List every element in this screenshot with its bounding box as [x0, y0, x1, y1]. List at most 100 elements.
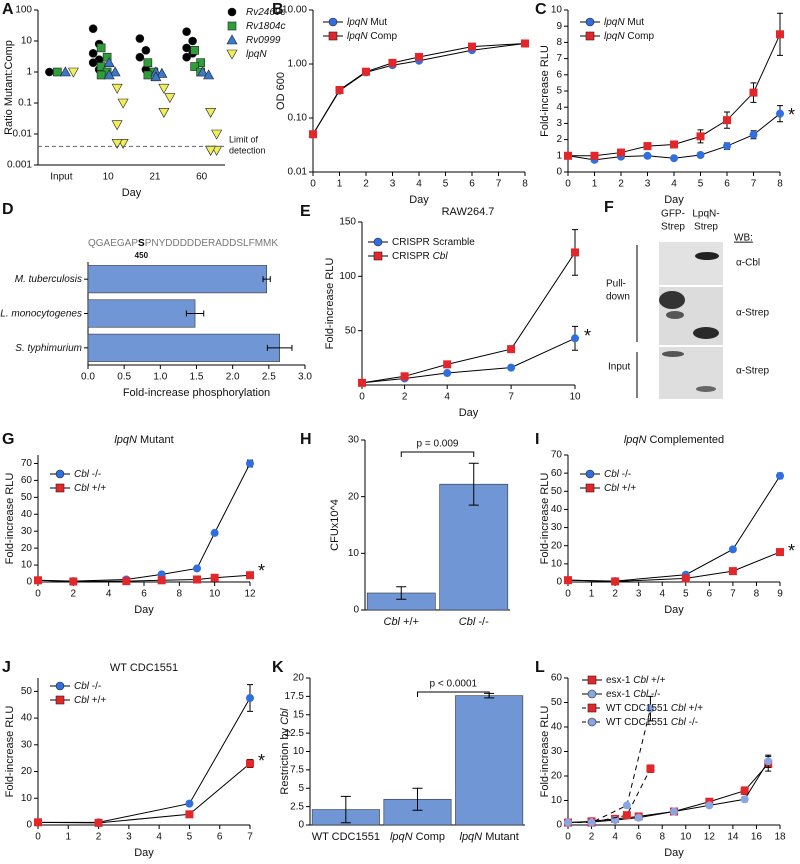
marker	[182, 52, 191, 62]
marker	[646, 764, 655, 773]
x-tick-label: 0	[359, 392, 365, 403]
error-bar	[396, 586, 407, 600]
marker	[246, 571, 254, 580]
comparison-bracket	[417, 691, 490, 697]
bar	[87, 333, 280, 362]
marker	[210, 573, 219, 582]
blot-band	[666, 311, 684, 319]
x-tick-label: 2	[618, 179, 624, 190]
marker	[571, 248, 579, 257]
marker	[190, 62, 199, 71]
y-tick-label: 0.10	[288, 113, 308, 124]
x-tick-label: 2	[71, 589, 77, 600]
x-tick-label: 7	[247, 832, 253, 843]
sequence-part: QGAEGAP	[88, 238, 138, 249]
reference-label: detection	[229, 146, 266, 156]
panel-letter: B	[272, 1, 284, 18]
comparison-label: p = 0.009	[417, 439, 459, 450]
y-axis-label: OD 600	[275, 72, 287, 110]
marker	[622, 801, 631, 810]
marker	[34, 818, 42, 827]
x-tick-label: 0	[35, 832, 41, 843]
legend-marker	[373, 237, 383, 247]
x-tick-label: 7	[496, 179, 502, 190]
panel-letter: L	[535, 659, 545, 676]
lane-label: Strep	[694, 222, 718, 233]
marker	[246, 694, 254, 703]
legend-marker	[55, 695, 65, 705]
y-tick-label: 60	[551, 468, 563, 479]
legend-label: Cbl +/+	[604, 483, 636, 494]
series-line	[568, 34, 781, 157]
series-line	[38, 697, 251, 823]
marker	[681, 574, 690, 583]
marker	[670, 154, 678, 163]
y-tick-label: 1.00	[288, 59, 308, 70]
blot-band	[659, 291, 685, 309]
y-tick-label: 0	[26, 820, 32, 831]
marker	[157, 576, 166, 585]
x-tick-label: 4	[659, 589, 665, 600]
x-tick-label: 10	[680, 832, 692, 843]
x-tick-label: 12	[704, 832, 716, 843]
annotation: *	[788, 105, 795, 125]
marker	[643, 151, 652, 160]
marker	[564, 818, 572, 827]
legend-label: Cbl -/-	[74, 681, 101, 692]
blot-band	[693, 327, 719, 339]
sequence-part: S	[138, 238, 145, 249]
y-axis-label: Fold-increase RLU	[539, 45, 551, 137]
x-axis-label: Day	[664, 194, 684, 206]
legend-label: CRISPR Cbl	[392, 251, 448, 262]
y-axis-label: Fold-increase RLU	[539, 706, 551, 798]
marker	[111, 120, 123, 131]
x-tick-label: 5	[443, 179, 449, 190]
y-tick-label: 15	[293, 709, 305, 720]
marker	[117, 98, 129, 109]
y-tick-label: L. monocytogenes	[0, 308, 82, 319]
x-tick-label: lpqN Comp	[390, 831, 445, 843]
legend-marker	[585, 483, 595, 493]
legend-marker	[226, 34, 238, 45]
marker	[646, 704, 655, 713]
y-tick-label: 20	[21, 543, 33, 554]
marker	[776, 109, 784, 118]
legend-label: lpqN Mut	[604, 17, 644, 28]
panel-letter: G	[2, 431, 14, 448]
y-tick-label: 50	[21, 492, 33, 503]
x-tick-label: 6	[469, 179, 475, 190]
x-tick-label: 2	[589, 832, 595, 843]
x-tick-label: 8	[777, 179, 783, 190]
annotation: *	[258, 561, 265, 581]
x-tick-label: 1	[589, 589, 595, 600]
marker	[564, 151, 572, 160]
marker	[309, 130, 317, 139]
x-axis-label: Day	[664, 847, 684, 859]
marker	[622, 811, 631, 820]
marker	[197, 66, 209, 77]
y-tick-label: 7.5	[290, 765, 304, 776]
y-tick-label: 70	[551, 450, 563, 461]
sequence-part: PNYDDDDDERADDSLFMMK	[145, 238, 279, 249]
y-tick-label: 5	[298, 783, 304, 794]
error-bar	[262, 276, 271, 283]
y-tick-label: 0	[556, 577, 562, 588]
legend-marker	[585, 17, 595, 27]
series-line	[361, 337, 576, 384]
x-tick-label: 0	[565, 832, 571, 843]
x-tick-label: 0	[565, 589, 571, 600]
y-tick-label: 0	[26, 577, 32, 588]
site-label: 450	[135, 251, 149, 260]
x-tick-label: 6	[636, 832, 642, 843]
y-tick-label: 10	[21, 560, 33, 571]
y-tick-label: 20	[551, 771, 563, 782]
blot-band	[662, 351, 684, 357]
x-tick-label: 8	[522, 179, 528, 190]
marker	[94, 818, 103, 827]
marker	[749, 130, 758, 139]
x-tick-label: 0	[35, 589, 41, 600]
y-tick-label: 7	[556, 53, 562, 64]
marker	[358, 378, 366, 387]
y-tick-label: 8	[556, 37, 562, 48]
